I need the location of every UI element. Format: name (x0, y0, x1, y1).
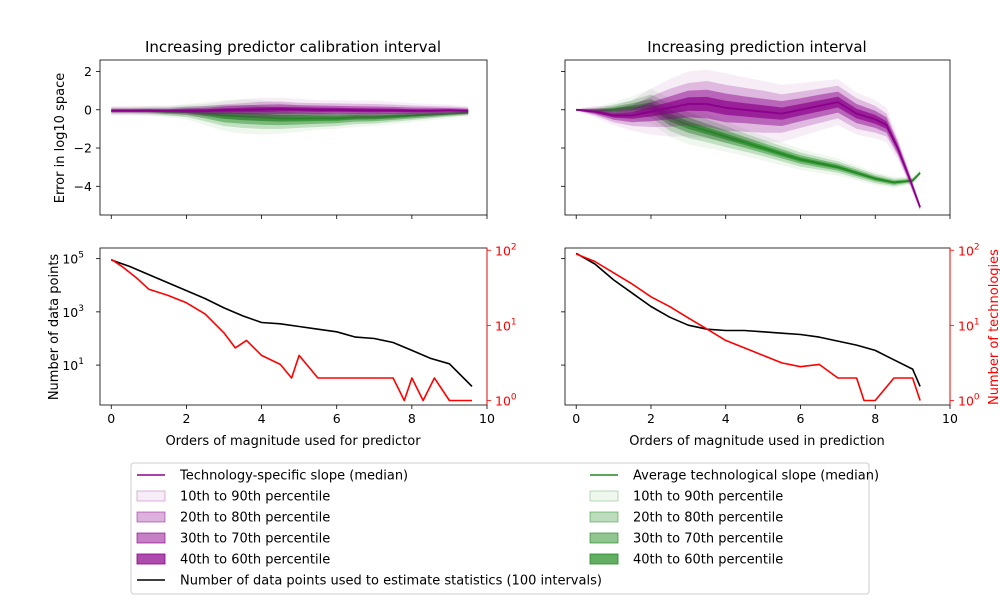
bottom-right-xtick-label: 2 (647, 411, 655, 426)
bottom-right-xtick-label: 0 (572, 411, 580, 426)
top-left-tech-median-line (111, 108, 469, 112)
panel-top-left-title: Increasing predictor calibration interva… (145, 38, 441, 56)
bottom-right-ylabel-right: Number of technologies (987, 249, 1000, 405)
top-left-ylabel: Error in log10 space (53, 73, 68, 203)
bottom-right-technologies-line (575, 253, 921, 402)
bottom-right-xtick-label: 10 (942, 411, 958, 426)
top-right-avg-band-1 (576, 94, 921, 187)
bottom-left-ylabel: Number of data points (47, 254, 62, 401)
top-left-ytick-label: 0 (84, 102, 92, 117)
top-left-ytick-label: 2 (84, 64, 92, 79)
left-legend-patch-2 (136, 511, 166, 523)
right-legend-label-3: 30th to 70th percentile (633, 532, 783, 547)
top-right-tech-band-2 (576, 89, 921, 210)
bottom-left-ytick-label: 103 (62, 304, 84, 320)
bottom-left-xtick-label: 4 (258, 411, 266, 426)
left-legend-label-2: 20th to 80th percentile (180, 511, 330, 526)
bottom-left-technologies-line (110, 258, 472, 402)
bottom-left-xtick-label: 10 (479, 411, 495, 426)
top-right-avg-median-line (576, 105, 921, 184)
right-legend-patch-3 (589, 532, 619, 544)
bottom-left-data-points-line (111, 259, 473, 387)
top-left-frame (99, 59, 488, 216)
top-right-tech-median-line (576, 101, 921, 208)
bottom-left-y2tick-label: 101 (495, 317, 517, 333)
right-legend-label-2: 20th to 80th percentile (633, 511, 783, 526)
top-left-avg-median-line (111, 109, 469, 120)
bottom-left-y2tick-label: 100 (495, 392, 517, 408)
top-left-ytick-label: −4 (74, 179, 92, 194)
bottom-right-xtick-label: 8 (871, 411, 879, 426)
left-legend-label-0: Technology-specific slope (median) (179, 469, 408, 484)
bottom-left-y2tick-label: 102 (495, 242, 517, 258)
right-legend-label-0: Average technological slope (median) (633, 469, 879, 484)
top-left-ytick-label: −2 (74, 141, 92, 156)
left-legend-patch-4 (136, 553, 166, 565)
panel-top-right-title: Increasing prediction interval (647, 38, 866, 56)
bottom-right-y2tick-label: 100 (958, 392, 980, 408)
left-legend-label-5: Number of data points used to estimate s… (180, 574, 602, 589)
left-legend-label-4: 40th to 60th percentile (180, 553, 330, 568)
legend: Technology-specific slope (median) 10th t… (130, 462, 879, 595)
left-legend-label-3: 30th to 70th percentile (180, 532, 330, 547)
right-legend-patch-2 (589, 511, 619, 523)
bottom-left-ytick-label: 105 (62, 251, 84, 267)
right-legend-label-4: 40th to 60th percentile (633, 553, 783, 568)
bottom-left-xtick-label: 8 (408, 411, 416, 426)
top-left-tech-group (111, 97, 469, 121)
bottom-left-xtick-label: 2 (182, 411, 190, 426)
bottom-right-xtick-label: 4 (722, 411, 730, 426)
bottom-right-y2tick-label: 102 (958, 242, 980, 258)
bottom-right-xlabel: Orders of magnitude used in prediction (629, 434, 885, 449)
bottom-left-xtick-label: 6 (333, 411, 341, 426)
top-right-frame (564, 59, 951, 216)
bottom-right-xtick-label: 6 (797, 411, 805, 426)
right-legend-label-1: 10th to 90th percentile (633, 490, 783, 505)
right-legend-patch-1 (589, 490, 619, 502)
bottom-left-xlabel: Orders of magnitude used for predictor (165, 434, 421, 449)
right-legend-patch-4 (589, 553, 619, 565)
legend-box (130, 462, 870, 595)
left-legend-patch-3 (136, 532, 166, 544)
left-legend-label-1: 10th to 90th percentile (180, 490, 330, 505)
left-legend-patch-1 (136, 490, 166, 502)
bottom-right-data-points-line (575, 252, 921, 387)
bottom-left-ytick-label: 101 (62, 357, 84, 373)
top-right-tech-group (576, 69, 921, 212)
bottom-right-y2tick-label: 101 (958, 317, 980, 333)
bottom-left-xtick-label: 0 (107, 411, 115, 426)
